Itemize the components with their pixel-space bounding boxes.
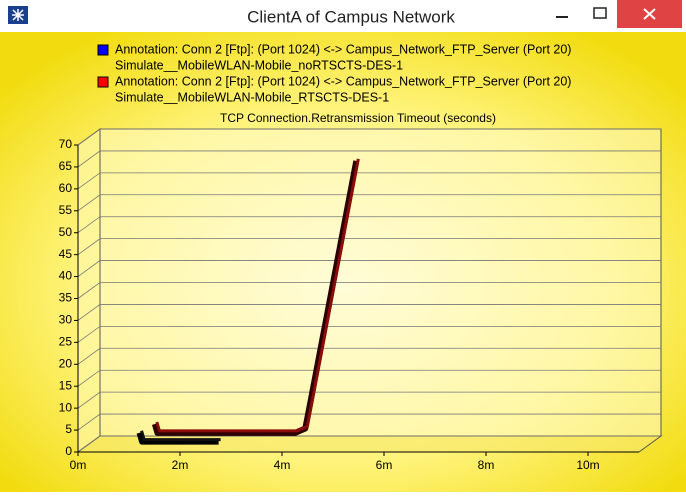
grid-line [77,260,661,277]
chart-title: TCP Connection.Retransmission Timeout (s… [220,111,496,125]
legend-label: Annotation: Conn 2 [Ftp]: (Port 1024) <-… [115,74,571,88]
grid-line [77,369,661,387]
y-tick-label: 70 [59,137,73,151]
x-tick-label: 4m [274,458,291,472]
grid-line [77,194,661,212]
y-tick-label: 40 [59,269,73,283]
y-tick-label: 10 [59,400,73,414]
x-tick-label: 2m [172,458,189,472]
grid-line [77,172,661,190]
legend-label: Simulate__MobileWLAN-Mobile_noRTSCTS-DES… [115,58,403,72]
grid-line [77,413,661,431]
x-tick-label: 10m [576,458,599,472]
series-line [140,430,221,442]
y-tick-label: 0 [65,444,72,458]
grid-line [77,391,661,409]
x-tick-label: 8m [478,458,495,472]
maximize-button[interactable] [593,7,607,19]
y-tick-label: 5 [65,422,72,436]
y-tick-label: 25 [59,335,73,349]
x-tick-label: 0m [70,458,87,472]
grid-line [77,238,661,255]
grid-line [77,347,661,365]
grid-line [77,150,661,168]
legend-label: Annotation: Conn 2 [Ftp]: (Port 1024) <-… [115,42,571,56]
y-tick-label: 30 [59,313,73,327]
grid-line [77,435,661,453]
title-bar [0,0,686,32]
grid-line [77,304,661,321]
series-line [155,158,360,433]
grid-line [77,216,661,234]
close-icon [643,8,656,20]
legend-swatch [97,44,109,56]
y-tick-label: 20 [59,356,73,370]
y-tick-label: 15 [59,378,73,392]
window-title: ClientA of Campus Network [247,7,455,26]
grid-line [77,325,661,343]
y-tick-label: 65 [59,159,73,173]
y-tick-label: 60 [59,181,73,195]
grid-line [77,128,661,146]
y-tick-label: 55 [59,203,73,217]
grid-line [77,282,661,299]
y-tick-label: 35 [59,291,73,305]
series-shadow [136,432,219,445]
app-icon-star [12,9,24,21]
legend-label: Simulate__MobileWLAN-Mobile_RTSCTS-DES-1 [115,90,389,104]
y-tick-label: 45 [59,247,73,261]
legend-swatch [97,76,109,88]
y-tick-label: 50 [59,225,73,239]
x-tick-label: 6m [376,458,393,472]
